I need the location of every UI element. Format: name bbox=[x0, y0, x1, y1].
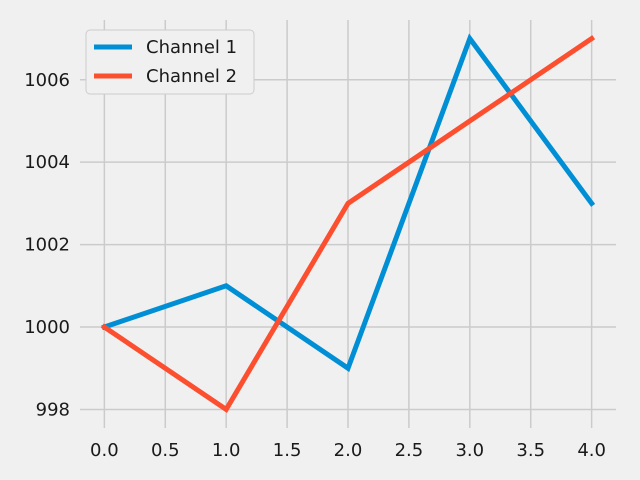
x-tick-label: 1.0 bbox=[212, 440, 241, 461]
x-tick-label: 3.5 bbox=[516, 440, 545, 461]
y-tick-label: 1004 bbox=[24, 152, 70, 173]
legend-label-2: Channel 2 bbox=[146, 66, 237, 87]
y-tick-label: 1006 bbox=[24, 70, 70, 91]
x-tick-label: 2.5 bbox=[395, 440, 424, 461]
legend-label-1: Channel 1 bbox=[146, 37, 237, 58]
x-tick-label: 2.0 bbox=[334, 440, 363, 461]
x-tick-label: 4.0 bbox=[577, 440, 606, 461]
x-tick-label: 3.0 bbox=[455, 440, 484, 461]
y-tick-label: 1000 bbox=[24, 317, 70, 338]
y-tick-label: 1002 bbox=[24, 235, 70, 256]
legend: Channel 1 Channel 2 bbox=[85, 29, 255, 95]
x-tick-label: 0.0 bbox=[90, 440, 119, 461]
x-tick-label: 0.5 bbox=[151, 440, 180, 461]
series-lines bbox=[100, 33, 596, 414]
tick-labels: 0.0 0.5 1.0 1.5 2.0 2.5 3.0 3.5 4.0 998 1000 1002 10… bbox=[24, 70, 606, 461]
series-line-2 bbox=[100, 35, 596, 414]
y-tick-label: 998 bbox=[36, 399, 70, 420]
x-tick-label: 1.5 bbox=[273, 440, 302, 461]
